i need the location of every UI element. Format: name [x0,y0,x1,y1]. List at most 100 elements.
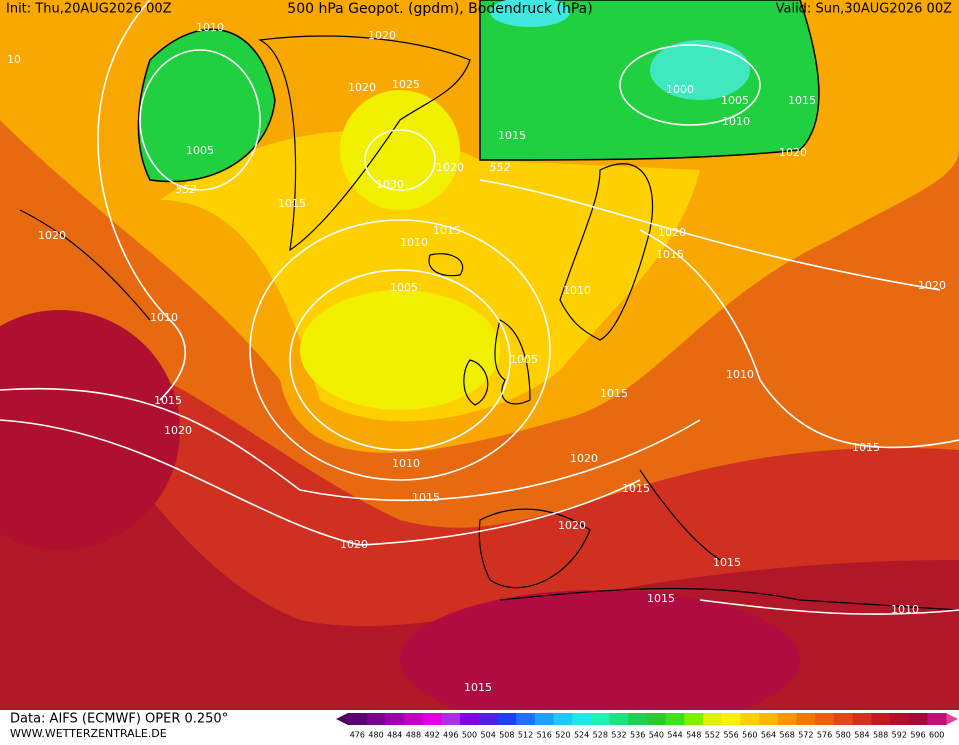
scale-label: 496 [443,731,458,740]
scale-swatch [647,713,667,725]
isobar-label: 1010 [196,21,224,34]
isobar-label: 1000 [666,83,694,96]
field-dark-red [0,310,180,550]
scale-label: 576 [817,731,832,740]
field-green [137,28,276,183]
scale-swatch [497,713,517,725]
isobar-label: 1005 [390,281,418,294]
isobar-label: 1020 [368,29,396,42]
isobar-label: 1015 [713,556,741,569]
isobar-label: 1030 [376,178,404,191]
scale-label: 488 [406,731,421,740]
isobar-label: 1020 [340,538,368,551]
scale-swatch [534,713,555,725]
scale-label: 556 [723,731,738,740]
scale-swatch [833,713,854,725]
scale-label: 540 [649,731,664,740]
scale-label: 524 [574,731,589,740]
isobar-label: 1015 [278,197,306,210]
valid-time: Valid: Sun,30AUG2026 00Z [776,2,952,17]
scale-swatch [703,713,723,725]
scale-label: 592 [892,731,907,740]
isobar-label: 1010 [392,457,420,470]
isobar-label: 1015 [852,441,880,454]
isobar-label: 1020 [38,229,66,242]
scale-swatch [385,713,405,725]
scale-label: 516 [537,731,552,740]
isobar-label: 1010 [726,368,754,381]
scale-swatch [721,713,741,725]
isobar-label: 1005 [510,353,538,366]
scale-swatch [366,713,386,725]
scale-label: 560 [742,731,757,740]
site: WWW.WETTERZENTRALE.DE [10,727,167,740]
scale-label: 500 [462,731,477,740]
isobar-label: 1010 [150,311,178,324]
isobars [0,0,959,615]
scale-swatch [460,713,480,725]
scale-swatch [348,713,368,725]
scale-swatch [796,713,816,725]
isobar-label: 1015 [656,248,684,261]
isobar-label: 1015 [498,129,526,142]
field-cyan [650,40,750,100]
scale-swatch [684,713,704,725]
scale-label: 520 [555,731,570,740]
scale-arrow-right [946,713,958,725]
scale-label: 528 [593,731,608,740]
scale-label: 552 [705,731,720,740]
isobar-label: 1020 [918,279,946,292]
isobar-label: 1005 [721,94,749,107]
isobar-label: 1020 [779,146,807,159]
isobar-label: 1015 [433,224,461,237]
scale-label: 588 [873,731,888,740]
scale-swatch [628,713,648,725]
scale-swatch [665,713,685,725]
scale-label: 568 [780,731,795,740]
field-crimson [400,590,800,730]
scale-swatch [759,713,779,725]
isobar-label: 1020 [658,226,686,239]
scale-label: 584 [854,731,869,740]
scale-swatch [815,713,835,725]
scale-swatch [889,713,910,725]
scale-label: 544 [667,731,682,740]
init-time: Init: Thu,20AUG2026 00Z [6,2,172,17]
isobar-label: 1015 [154,394,182,407]
scale-label: 476 [350,731,365,740]
isobar-label: 1015 [788,94,816,107]
isobar-label: 1010 [563,284,591,297]
scale-swatch [516,713,536,725]
scale-label: 564 [761,731,776,740]
geopotential-label: 552 [176,183,197,196]
field-bright-yellow [340,90,460,210]
scale-swatch [927,713,947,725]
scale-label: 492 [424,731,439,740]
scale-swatch [777,713,797,725]
isobar-label: 1015 [600,387,628,400]
scale-label: 548 [686,731,701,740]
field-green [479,0,820,161]
isobar-label: 1020 [348,81,376,94]
isobar-label: 1020 [436,161,464,174]
scale-swatch [609,713,629,725]
scale-label: 532 [611,731,626,740]
isobar-label: 1010 [891,603,919,616]
scale-swatch [871,713,891,725]
scale-label: 580 [836,731,851,740]
scale-swatch [740,713,760,725]
isobar-label: 1015 [647,592,675,605]
coastlines [19,35,959,611]
isobar-label: 1005 [186,144,214,157]
isobar-label: 10 [7,53,21,66]
scale-label: 596 [910,731,925,740]
scale-swatch [590,713,611,725]
isobar-label: 1020 [570,452,598,465]
isobar-label: 1025 [392,78,420,91]
scale-swatch [404,713,424,725]
geopotential-label: 552 [490,161,511,174]
isobar-label: 1015 [412,491,440,504]
scale-arrow-left [336,713,348,725]
scale-label: 536 [630,731,645,740]
scale-swatch [553,713,573,725]
